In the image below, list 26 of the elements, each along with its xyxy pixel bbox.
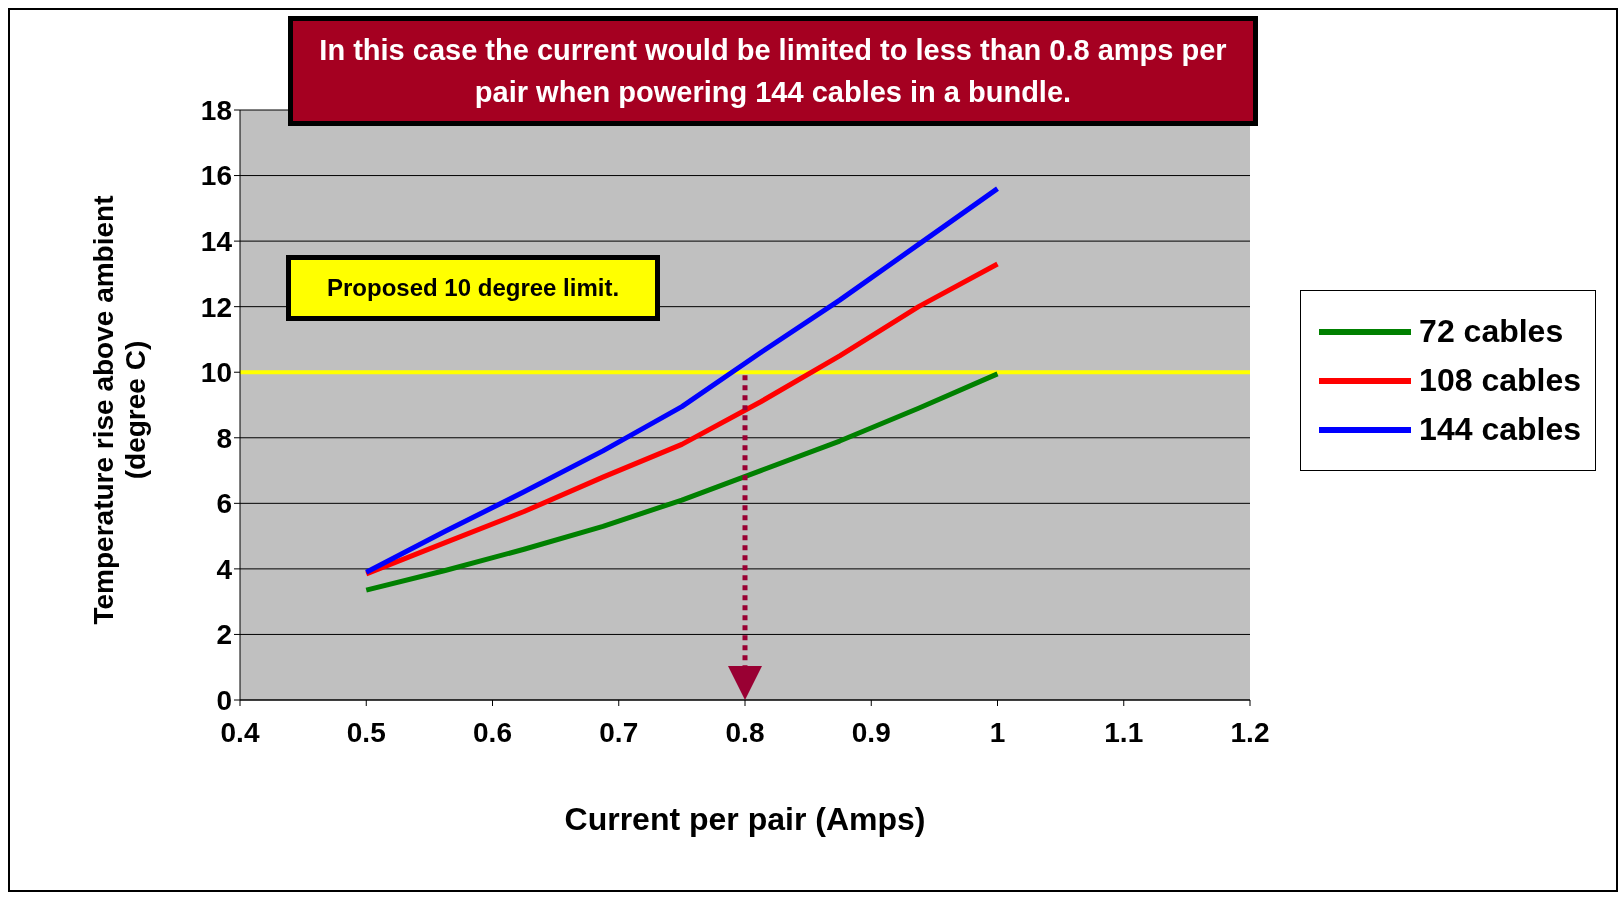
y-tick-label: 4	[216, 553, 233, 585]
x-tick-label: 1.1	[1104, 716, 1144, 748]
y-tick-label: 0	[216, 684, 232, 716]
x-tick-label: 0.9	[851, 716, 891, 748]
legend-label: 72 cables	[1419, 313, 1564, 350]
chart-title: In this case the current would be limited to less than 0.8 amps per pair when powering 144 cables in a bundle.	[288, 16, 1258, 127]
y-tick-label: 14	[200, 226, 233, 258]
x-tick-label: 1	[989, 716, 1006, 748]
legend-label: 108 cables	[1419, 362, 1581, 399]
y-tick-label: 8	[216, 422, 232, 454]
x-tick-label: 0.7	[599, 716, 639, 748]
y-axis-title: Temperature rise above ambient (degree C)	[88, 194, 152, 627]
y-tick-label: 18	[200, 94, 232, 126]
y-tick-label: 12	[200, 291, 232, 323]
x-tick-label: 0.4	[220, 716, 260, 748]
x-tick-label: 0.6	[473, 716, 512, 748]
x-tick-label: 0.5	[346, 716, 386, 748]
y-tick-label: 10	[200, 357, 232, 389]
x-tick-label: 1.2	[1230, 716, 1270, 748]
y-tick-label: 16	[200, 160, 232, 192]
y-tick-label: 2	[216, 619, 232, 651]
y-tick-label: 6	[216, 488, 232, 520]
callout-box: Proposed 10 degree limit.	[286, 255, 661, 321]
x-axis-title: Current per pair (Amps)	[564, 801, 926, 837]
x-tick-label: 0.8	[725, 716, 765, 748]
legend-label: 144 cables	[1419, 411, 1581, 448]
